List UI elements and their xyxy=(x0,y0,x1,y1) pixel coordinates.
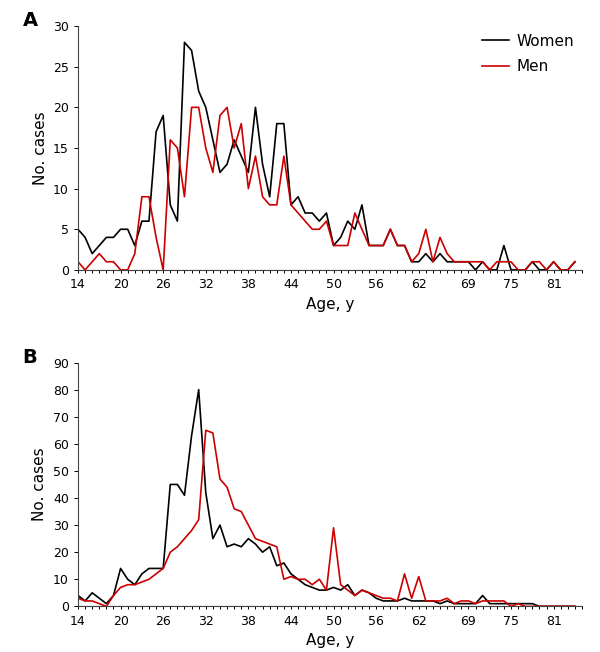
Text: A: A xyxy=(23,12,38,31)
Women xyxy=(195,386,202,394)
Men xyxy=(387,226,394,233)
Women xyxy=(571,602,578,610)
Women xyxy=(323,586,330,594)
Men xyxy=(74,595,82,602)
Women xyxy=(557,602,565,610)
Men xyxy=(74,258,82,265)
Women xyxy=(74,591,82,599)
Men xyxy=(103,602,110,610)
Women xyxy=(380,597,387,605)
Men xyxy=(330,242,337,250)
Men xyxy=(89,597,96,605)
Line: Men: Men xyxy=(78,430,575,606)
Women xyxy=(323,209,330,217)
Women xyxy=(536,602,543,610)
Men xyxy=(152,570,160,578)
Men xyxy=(95,250,103,258)
Line: Men: Men xyxy=(78,108,575,270)
Women xyxy=(529,600,536,608)
Y-axis label: No. cases: No. cases xyxy=(32,448,47,521)
Text: B: B xyxy=(23,348,37,367)
Women xyxy=(89,589,96,597)
Women xyxy=(181,38,188,46)
Men xyxy=(152,233,160,241)
Women xyxy=(557,266,565,274)
Men xyxy=(330,524,337,532)
Women xyxy=(145,565,152,572)
Line: Women: Women xyxy=(78,390,575,606)
Men xyxy=(557,266,565,274)
Women xyxy=(472,266,479,274)
X-axis label: Age, y: Age, y xyxy=(306,633,354,648)
X-axis label: Age, y: Age, y xyxy=(306,297,354,312)
Women xyxy=(380,242,387,250)
Line: Women: Women xyxy=(78,42,575,270)
Men xyxy=(536,258,543,265)
Women xyxy=(145,217,152,225)
Men xyxy=(82,266,89,274)
Men xyxy=(387,595,394,602)
Men xyxy=(571,258,578,265)
Women xyxy=(89,250,96,258)
Men xyxy=(571,602,578,610)
Men xyxy=(202,426,209,434)
Women xyxy=(74,226,82,233)
Men xyxy=(188,104,195,111)
Y-axis label: No. cases: No. cases xyxy=(32,111,47,185)
Legend: Women, Men: Women, Men xyxy=(482,34,574,74)
Men xyxy=(557,602,565,610)
Women xyxy=(571,258,578,265)
Women xyxy=(536,266,543,274)
Men xyxy=(536,602,543,610)
